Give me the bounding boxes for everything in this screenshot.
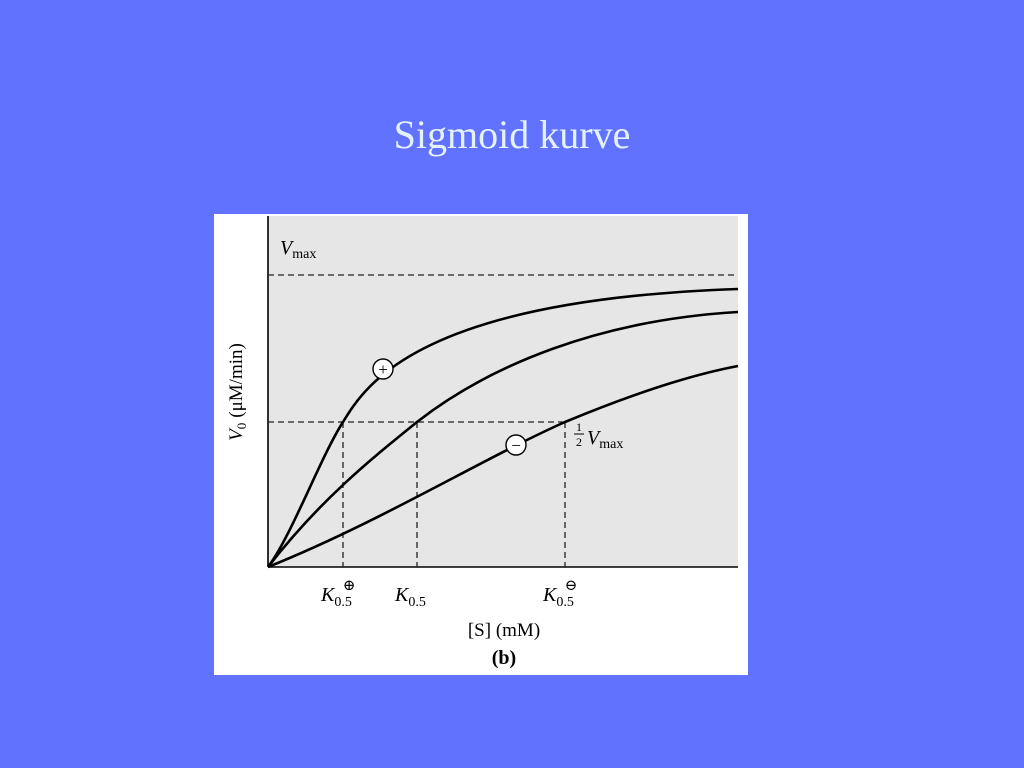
subscript: 0 [234,423,249,430]
x-tick-label: K0.5 [320,584,352,610]
denominator: 2 [576,435,582,449]
subscript: max [599,437,623,452]
subscript: 0.5 [334,595,352,610]
subscript: max [292,247,316,262]
symbol: K [542,584,558,606]
marker-plus-text: + [378,360,388,379]
half-vmax-text: Vmax [587,427,623,452]
subscript: 0.5 [556,595,574,610]
x-tick-label: K0.5 [394,584,426,610]
vmax-label: Vmax [280,237,316,262]
symbol: V [226,427,247,441]
symbol: K [320,584,336,606]
panel-label: (b) [492,647,516,669]
curve-activator [266,287,739,568]
half-vmax-label: 1 2 Vmax [574,420,623,452]
numerator: 1 [576,420,582,434]
symbol: V [587,427,602,449]
subscript: 0.5 [408,595,426,610]
symbol: K [394,584,410,606]
x-tick-label: K0.5 [542,584,574,610]
marker-minus [505,434,527,456]
symbol: V [280,237,295,259]
y-axis-label: V0 (μM/min) [226,343,249,441]
superscript: ⊕ [343,578,356,594]
curve-inhibitor [267,364,739,569]
plot-area [268,216,738,567]
marker-plus [372,358,394,380]
curve-normal [266,310,739,568]
superscript: ⊖ [565,578,578,594]
x-axis-label: [S] (mM) [468,620,540,641]
marker-minus-text: − [511,436,521,455]
slide-title: Sigmoid kurve [394,112,631,157]
unit: (μM/min) [226,343,247,418]
